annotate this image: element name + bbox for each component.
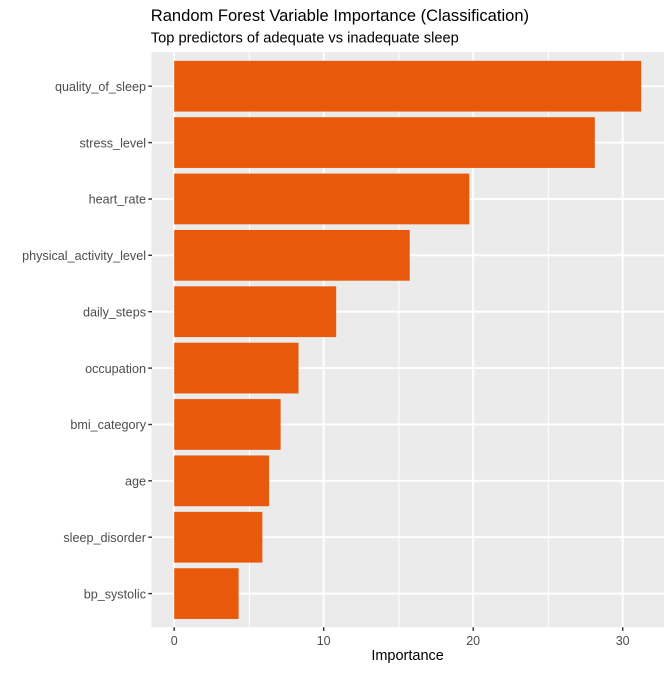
svg-text:bmi_category: bmi_category [70, 418, 146, 432]
svg-text:Top predictors of adequate vs: Top predictors of adequate vs inadequate… [151, 31, 459, 47]
svg-text:age: age [125, 475, 146, 489]
svg-text:stress_level: stress_level [80, 136, 147, 150]
svg-text:physical_activity_level: physical_activity_level [22, 249, 146, 263]
svg-text:0: 0 [171, 634, 178, 648]
svg-text:occupation: occupation [85, 362, 146, 376]
svg-text:quality_of_sleep: quality_of_sleep [55, 80, 146, 94]
svg-text:sleep_disorder: sleep_disorder [63, 531, 146, 545]
svg-text:bp_systolic: bp_systolic [84, 587, 146, 601]
svg-text:daily_steps: daily_steps [83, 305, 146, 319]
svg-text:heart_rate: heart_rate [89, 193, 146, 207]
svg-text:20: 20 [466, 634, 480, 648]
svg-text:Random Forest Variable Importa: Random Forest Variable Importance (Class… [151, 6, 529, 25]
svg-text:10: 10 [317, 634, 331, 648]
svg-text:Importance: Importance [371, 648, 444, 664]
svg-text:30: 30 [616, 634, 630, 648]
